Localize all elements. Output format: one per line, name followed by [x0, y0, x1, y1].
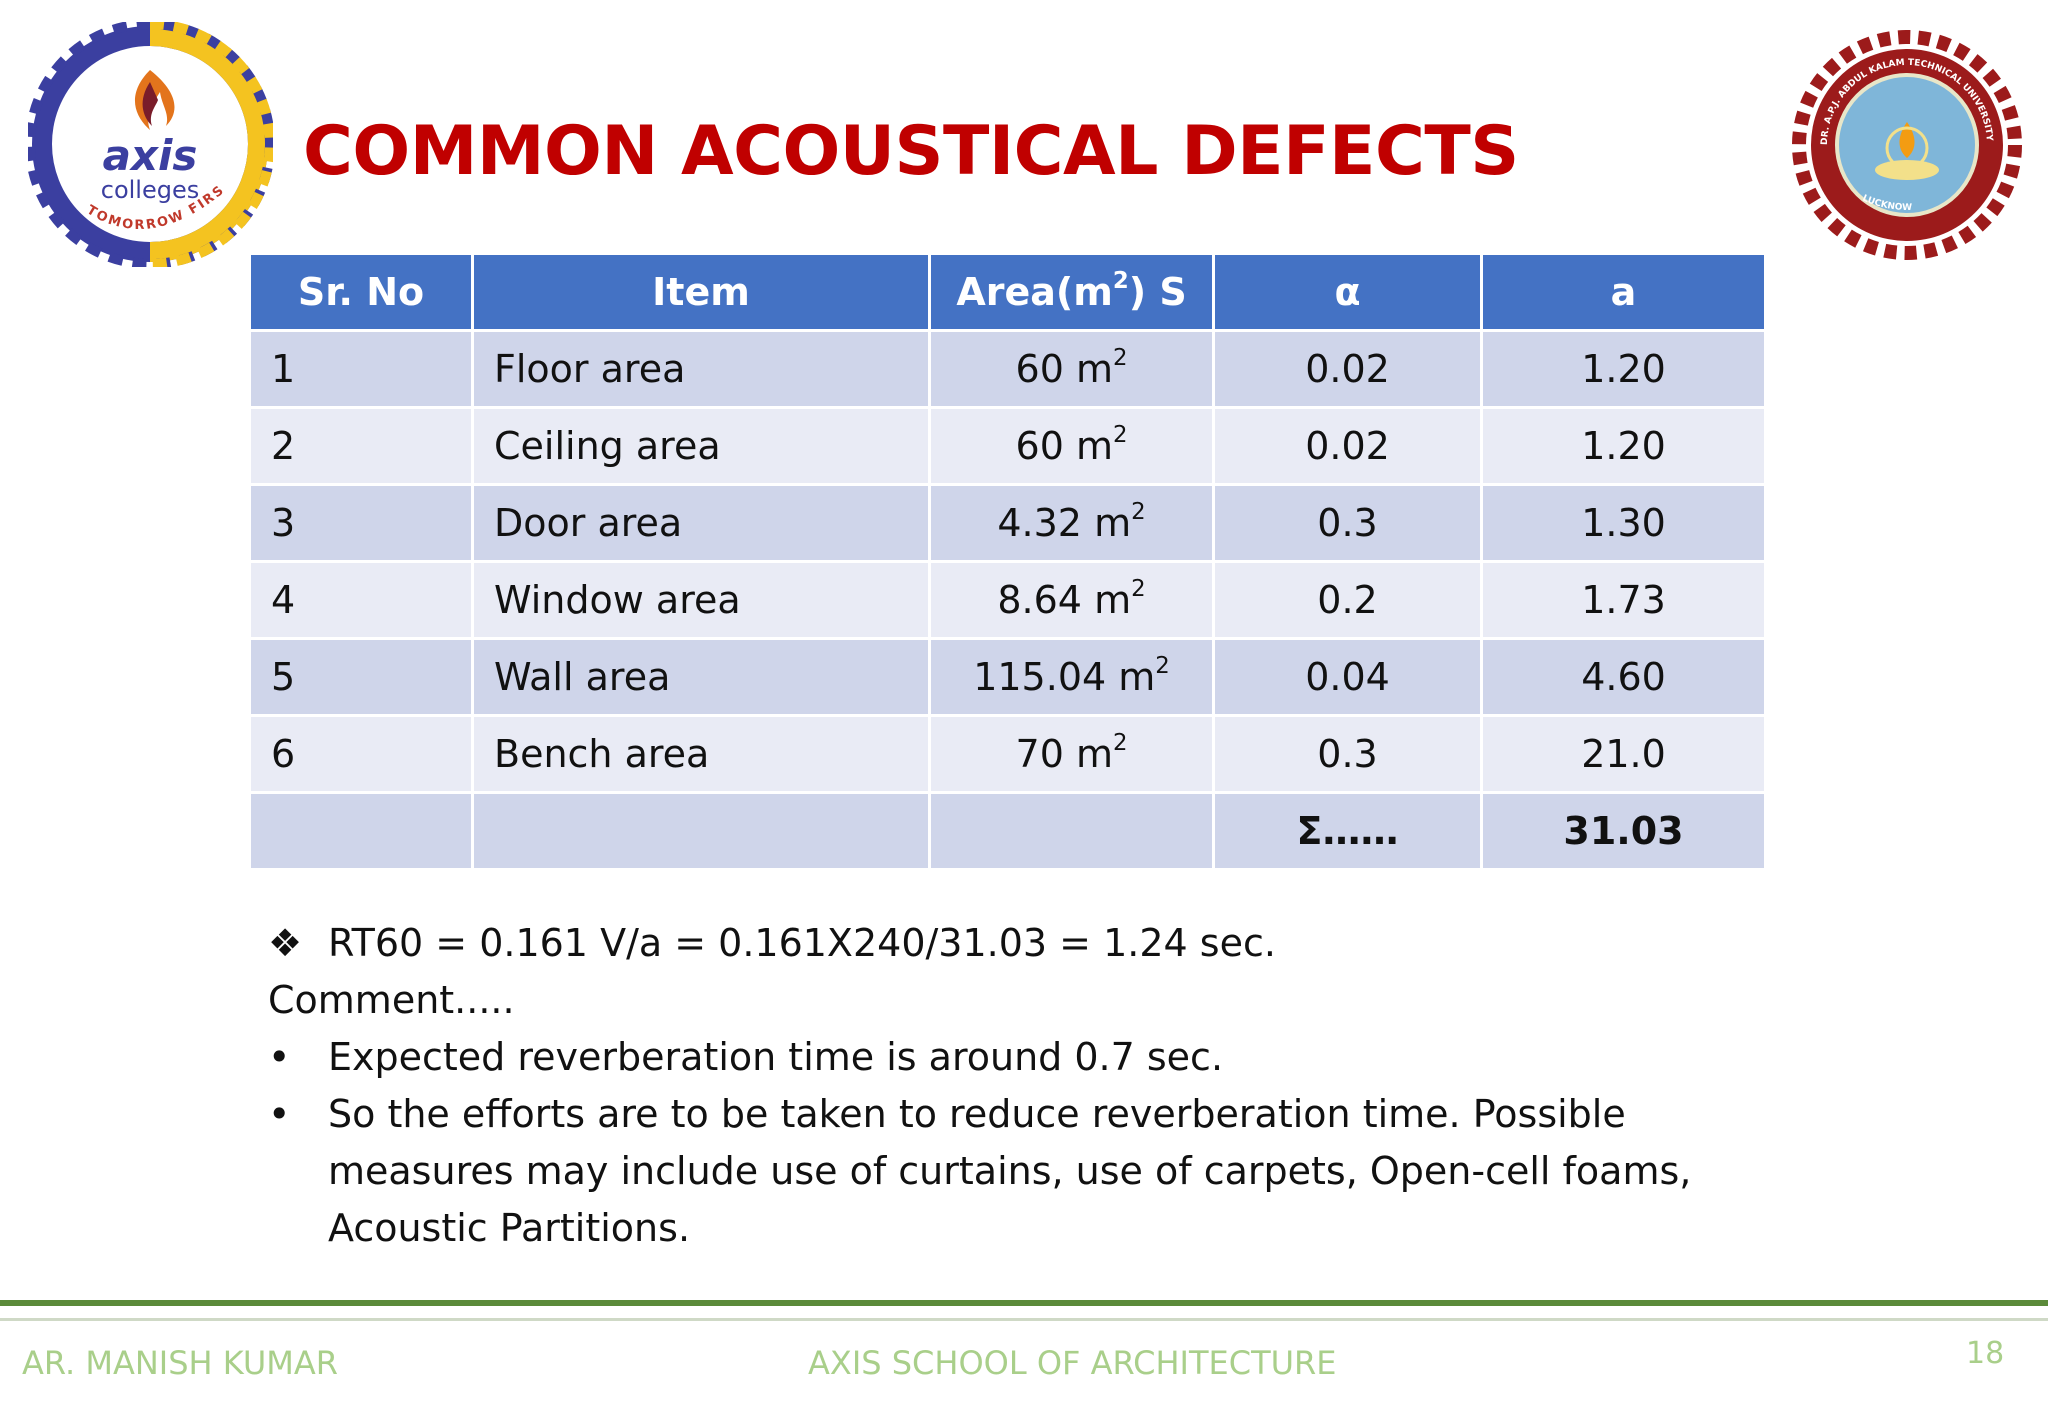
footer-divider [0, 1300, 2048, 1306]
logo-sub-text: colleges [101, 176, 199, 204]
sum-value: 31.03 [1480, 791, 1767, 871]
table-row: 1 Floor area 60 m2 0.02 1.20 [248, 329, 1767, 409]
logo-brand-text: axis [103, 131, 198, 180]
absorption-table: Sr. No Item Area(m2) S α a 1 Floor area … [248, 252, 1767, 871]
lamp-icon [1875, 122, 1939, 180]
cell-alpha: 0.04 [1212, 637, 1483, 717]
gear-ring [28, 22, 273, 267]
footer-author: AR. MANISH KUMAR [22, 1344, 339, 1382]
table-row: 3 Door area 4.32 m2 0.3 1.30 [248, 483, 1767, 563]
bullet-text: Expected reverberation time is around 0.… [328, 1035, 1224, 1079]
cell-a: 21.0 [1480, 714, 1767, 794]
table-header-row: Sr. No Item Area(m2) S α a [248, 252, 1767, 332]
cell-a: 1.20 [1480, 406, 1767, 486]
sum-label: Σ…… [1212, 791, 1483, 871]
university-seal-logo: DR. A.P.J. ABDUL KALAM TECHNICAL UNIVERS… [1792, 30, 2022, 260]
page-title: COMMON ACOUSTICAL DEFECTS [303, 112, 1519, 191]
notes-section: ❖ RT60 = 0.161 V/a = 0.161X240/31.03 = 1… [268, 915, 1768, 1257]
diamond-bullet-icon: ❖ [268, 921, 303, 965]
cell-sr: 4 [248, 560, 474, 640]
flame-icon [134, 70, 175, 130]
cell-area: 70 m2 [928, 714, 1215, 794]
axis-colleges-logo: axis colleges TOMORROW FIRST [28, 22, 273, 267]
header-item: Item [471, 252, 931, 332]
cell-area: 60 m2 [928, 406, 1215, 486]
cell-alpha: 0.02 [1212, 329, 1483, 409]
header-area: Area(m2) S [928, 252, 1215, 332]
cell-empty [248, 791, 474, 871]
formula-text: RT60 = 0.161 V/a = 0.161X240/31.03 = 1.2… [328, 921, 1276, 965]
cell-item: Bench area [471, 714, 931, 794]
cell-area: 60 m2 [928, 329, 1215, 409]
cell-sr: 6 [248, 714, 474, 794]
cell-sr: 3 [248, 483, 474, 563]
table-row: 4 Window area 8.64 m2 0.2 1.73 [248, 560, 1767, 640]
cell-sr: 1 [248, 329, 474, 409]
header-alpha: α [1212, 252, 1483, 332]
formula-line: ❖ RT60 = 0.161 V/a = 0.161X240/31.03 = 1… [268, 915, 1768, 972]
cell-sr: 5 [248, 637, 474, 717]
footer-school: AXIS SCHOOL OF ARCHITECTURE [808, 1344, 1337, 1382]
cell-a: 1.73 [1480, 560, 1767, 640]
cell-area: 8.64 m2 [928, 560, 1215, 640]
cell-empty [471, 791, 931, 871]
bullet-dot-icon: • [268, 1092, 291, 1136]
cell-item: Window area [471, 560, 931, 640]
cell-item: Floor area [471, 329, 931, 409]
page-number: 18 [1966, 1336, 2005, 1371]
cell-a: 1.30 [1480, 483, 1767, 563]
cell-alpha: 0.3 [1212, 714, 1483, 794]
footer-divider-thin [0, 1318, 2048, 1321]
cell-a: 1.20 [1480, 329, 1767, 409]
cell-empty [928, 791, 1215, 871]
cell-alpha: 0.02 [1212, 406, 1483, 486]
table-row: 2 Ceiling area 60 m2 0.02 1.20 [248, 406, 1767, 486]
cell-area: 4.32 m2 [928, 483, 1215, 563]
header-a: a [1480, 252, 1767, 332]
cell-alpha: 0.2 [1212, 560, 1483, 640]
cell-alpha: 0.3 [1212, 483, 1483, 563]
cell-sr: 2 [248, 406, 474, 486]
cell-area: 115.04 m2 [928, 637, 1215, 717]
table-row: 6 Bench area 70 m2 0.3 21.0 [248, 714, 1767, 794]
cell-a: 4.60 [1480, 637, 1767, 717]
table-total-row: Σ…… 31.03 [248, 791, 1767, 871]
bullet-text: So the efforts are to be taken to reduce… [328, 1092, 1692, 1250]
cell-item: Door area [471, 483, 931, 563]
cell-item: Ceiling area [471, 406, 931, 486]
table-row: 5 Wall area 115.04 m2 0.04 4.60 [248, 637, 1767, 717]
bullet-item: • Expected reverberation time is around … [268, 1029, 1768, 1086]
bullet-item: • So the efforts are to be taken to redu… [268, 1086, 1768, 1257]
bullet-dot-icon: • [268, 1035, 291, 1079]
comment-label: Comment..... [268, 978, 515, 1022]
cell-item: Wall area [471, 637, 931, 717]
header-sr-no: Sr. No [248, 252, 474, 332]
